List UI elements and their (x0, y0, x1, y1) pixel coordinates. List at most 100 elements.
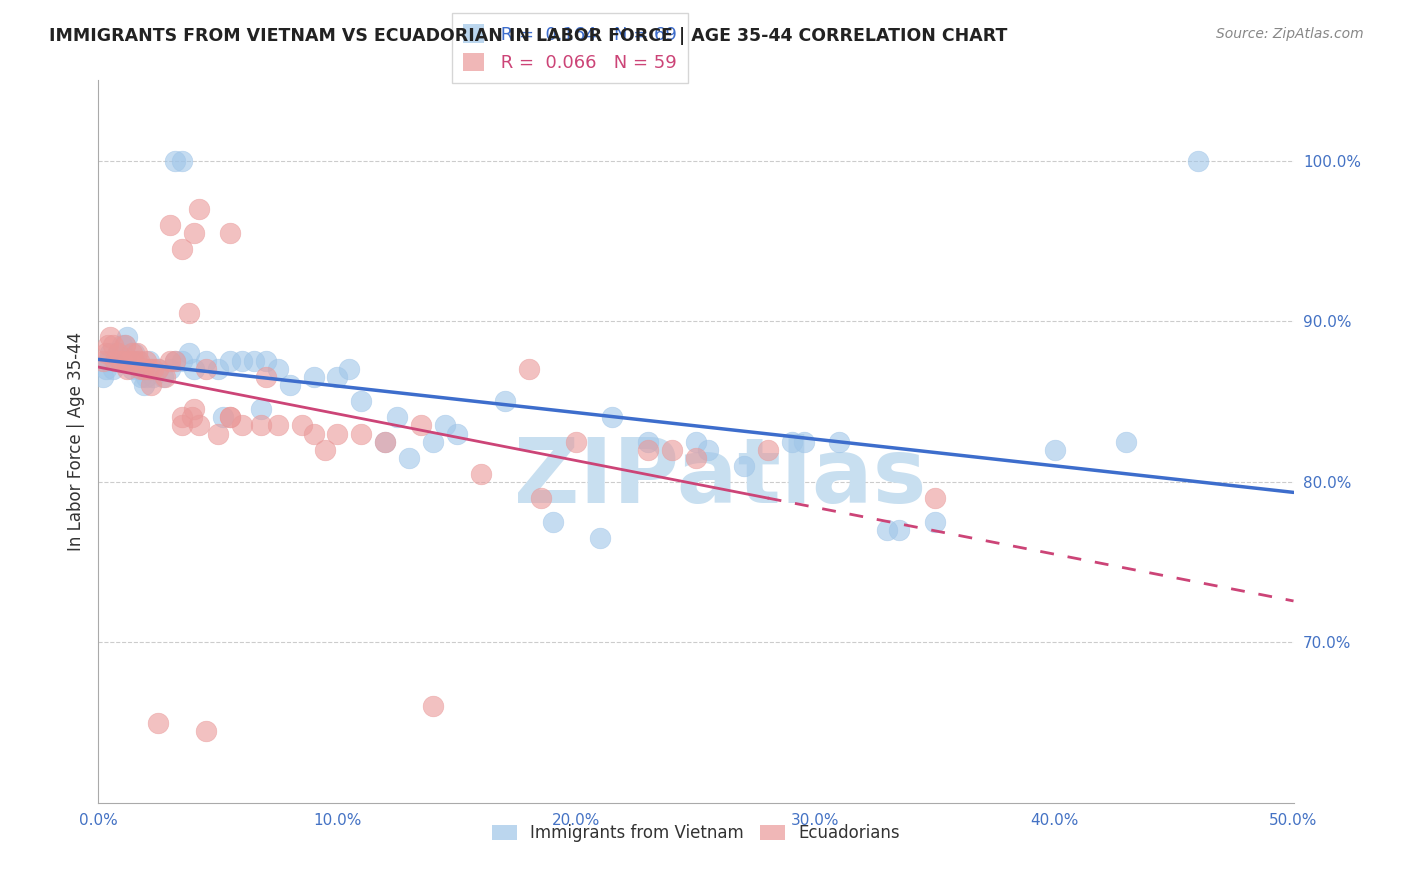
Point (131, 370, 153, 384)
Point (422, 699, 444, 714)
Point (114, 338, 136, 352)
Point (163, 153, 186, 168)
Point (780, 434, 803, 449)
Point (793, 434, 815, 449)
Point (733, 458, 755, 473)
Point (589, 531, 612, 545)
Point (250, 418, 273, 433)
Point (101, 338, 124, 352)
Point (602, 410, 624, 425)
Point (183, 402, 205, 417)
Point (159, 218, 181, 232)
Point (326, 370, 349, 384)
Point (111, 346, 134, 360)
Point (135, 370, 157, 384)
Point (302, 426, 325, 441)
Point (494, 394, 516, 409)
Point (111, 338, 134, 352)
Point (207, 426, 229, 441)
Point (350, 426, 373, 441)
Point (183, 226, 205, 240)
Point (152, 370, 174, 384)
Point (195, 354, 218, 368)
Point (267, 362, 290, 376)
Point (155, 370, 177, 384)
Point (121, 362, 143, 376)
Point (94, 362, 117, 376)
Legend: Immigrants from Vietnam, Ecuadorians: Immigrants from Vietnam, Ecuadorians (485, 817, 907, 848)
Point (219, 354, 242, 368)
Point (98, 346, 122, 360)
Point (135, 362, 157, 376)
Point (1043, 442, 1066, 457)
Point (374, 434, 396, 449)
Point (179, 346, 201, 360)
Point (517, 362, 540, 376)
Point (541, 515, 564, 529)
Point (131, 362, 153, 376)
Point (125, 346, 148, 360)
Point (187, 202, 209, 216)
Point (207, 362, 229, 376)
Point (446, 426, 468, 441)
Point (291, 418, 314, 433)
Point (195, 362, 218, 376)
Point (132, 362, 155, 376)
Point (889, 523, 911, 537)
Point (148, 362, 170, 376)
Point (172, 153, 194, 168)
Point (118, 354, 141, 368)
Point (211, 410, 233, 425)
Point (685, 450, 707, 465)
Point (756, 442, 779, 457)
Point (142, 370, 165, 384)
Point (422, 434, 444, 449)
Point (124, 346, 146, 360)
Point (91, 370, 114, 384)
Point (128, 354, 150, 368)
Point (128, 362, 150, 376)
Point (411, 418, 433, 433)
Point (118, 354, 141, 368)
Point (302, 370, 325, 384)
Point (172, 410, 194, 425)
Point (98, 330, 122, 344)
Point (114, 338, 136, 352)
Point (101, 362, 124, 376)
Point (565, 434, 588, 449)
Point (661, 442, 683, 457)
Point (195, 723, 218, 738)
Point (685, 434, 707, 449)
Point (697, 442, 720, 457)
Point (243, 354, 266, 368)
Point (172, 242, 194, 256)
Point (135, 354, 157, 368)
Point (111, 354, 134, 368)
Point (183, 362, 205, 376)
Point (326, 426, 349, 441)
Point (121, 346, 143, 360)
Point (115, 330, 138, 344)
Point (924, 491, 946, 505)
Point (398, 450, 420, 465)
Point (163, 354, 186, 368)
Point (107, 346, 129, 360)
Point (124, 354, 146, 368)
Point (124, 354, 146, 368)
Point (148, 362, 170, 376)
Point (107, 346, 129, 360)
Point (1187, 153, 1209, 168)
Point (179, 306, 201, 320)
Point (254, 370, 277, 384)
Point (339, 362, 361, 376)
Point (374, 434, 396, 449)
Point (924, 515, 946, 529)
Point (250, 402, 273, 417)
Point (219, 410, 242, 425)
Point (315, 442, 337, 457)
Point (104, 354, 127, 368)
Point (278, 378, 301, 392)
Point (187, 418, 209, 433)
Point (91, 354, 114, 368)
Point (385, 410, 409, 425)
